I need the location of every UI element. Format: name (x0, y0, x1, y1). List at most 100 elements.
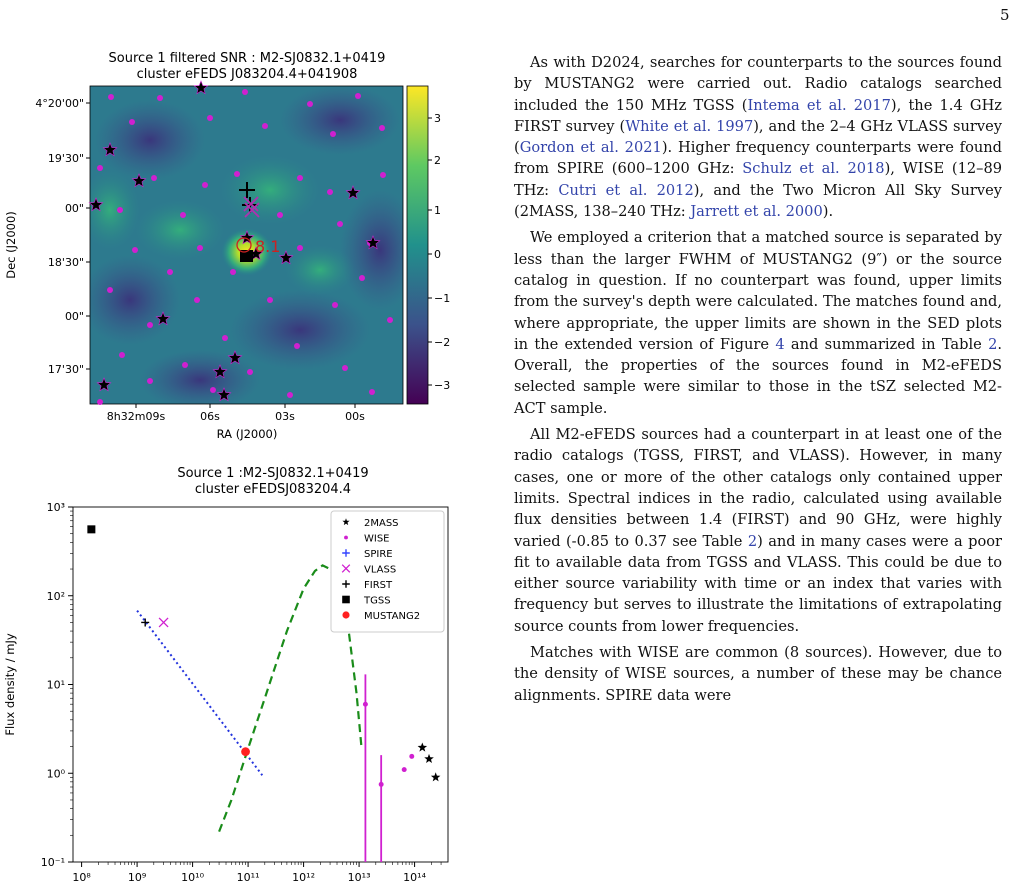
wise-source-marker (277, 212, 283, 218)
vlass-source-marker (244, 202, 260, 218)
2mass-source-marker (96, 377, 112, 392)
wise-source-marker (147, 378, 153, 384)
sed-y-tick-label: 10³ (47, 501, 65, 514)
legend-label: TGSS (363, 596, 391, 607)
2mass-source-marker (212, 364, 228, 379)
sed-x-tick-label: 10¹¹ (237, 871, 260, 884)
map-title-line1: Source 1 filtered SNR : M2-SJ0832.1+0419 (109, 51, 386, 66)
colorbar (406, 85, 429, 405)
vlass-source-marker (243, 196, 259, 212)
wise-source-marker (242, 89, 248, 95)
map-y-tick-label: 18'30" (48, 256, 84, 269)
citation-link[interactable]: Gordon et al. 2021 (519, 139, 662, 157)
wise-point (401, 767, 407, 773)
legend-marker (344, 535, 348, 540)
wise-source-marker (287, 392, 293, 398)
colorbar-tick-label: 1 (434, 204, 441, 217)
wise-source-marker (267, 297, 273, 303)
mustang2-point (241, 747, 250, 757)
legend-marker (342, 549, 350, 557)
wise-source-marker (132, 247, 138, 253)
source-label: 8.1 (255, 237, 280, 256)
wise-source-marker (234, 171, 240, 177)
legend-label: 2MASS (364, 518, 399, 529)
map-y-tick-label: 00" (65, 310, 84, 323)
wise-source-marker (379, 125, 385, 131)
wise-source-marker (151, 175, 157, 181)
wise-source-marker (210, 387, 216, 393)
sed-y-tick-label: 10² (47, 590, 65, 603)
sed-x-tick-label: 10¹² (292, 871, 315, 884)
2mass-source-marker (227, 350, 243, 365)
page-number: 5 (1000, 6, 1010, 24)
tgss-point (87, 525, 96, 534)
2mass-source-marker (131, 173, 147, 188)
sed-x-tick-label: 10¹⁴ (403, 871, 426, 884)
citation-link[interactable]: White et al. 1997 (625, 117, 754, 135)
sed-title-line1: Source 1 :M2-SJ0832.1+0419 (177, 466, 368, 481)
map-y-tick-label: 00" (65, 202, 84, 215)
colorbar-tick-label: −3 (434, 379, 450, 392)
wise-source-marker (297, 245, 303, 251)
wise-source-marker (197, 245, 203, 251)
citation-link[interactable]: Intema et al. 2017 (747, 96, 891, 114)
wise-source-marker (180, 212, 186, 218)
series-2mass (417, 742, 441, 782)
tgss-source-marker (240, 250, 253, 262)
wise-source-marker (369, 389, 375, 395)
figure-panel: Source 1 filtered SNR : M2-SJ0832.1+0419… (3, 51, 450, 884)
map-x-tick-label: 03s (275, 410, 295, 423)
sed-y-tick-label: 10⁰ (47, 767, 66, 780)
colorbar-tick-label: 3 (434, 112, 441, 125)
colorbar-tick-label: −1 (434, 292, 450, 305)
map-xlabel: RA (J2000) (217, 427, 278, 441)
sed-x-tick-label: 10⁹ (128, 871, 146, 884)
map-x-tick-label: 06s (200, 410, 220, 423)
sed-legend: 2MASS WISE SPIRE VLASS FIRST TGSS MUSTANG2 (330, 510, 445, 633)
2mass-source-marker (193, 80, 209, 95)
wise-source-marker (97, 165, 103, 171)
paragraph-1: As with D2024, searches for counterparts… (514, 54, 1003, 221)
legend-label: SPIRE (364, 549, 393, 560)
citation-link[interactable]: Jarrett et al. 2000 (690, 203, 823, 221)
wise-source-marker (194, 297, 200, 303)
sed-ylabel: Flux density / mJy (3, 633, 17, 736)
wise-source-marker (307, 101, 313, 107)
legend-label: MUSTANG2 (364, 611, 420, 622)
wise-source-marker (119, 352, 125, 358)
wise-source-marker (207, 115, 213, 121)
sed-x-tick-label: 10⁸ (72, 871, 91, 884)
wise-source-marker (355, 93, 361, 99)
2mass-source-marker (155, 311, 171, 326)
map-x-ticks: 8h32m09s 06s 03s 00s (107, 404, 365, 423)
wise-source-marker (147, 322, 153, 328)
2mass-source-marker (216, 387, 232, 402)
2mass-point (424, 753, 434, 763)
wise-point (362, 701, 368, 707)
wise-source-marker (380, 172, 386, 178)
dust-model-curve (218, 564, 363, 832)
map-y-tick-label: 17'30" (48, 363, 84, 376)
sed-chart: 10⁸ 10⁹ 10¹⁰ 10¹¹ 10¹² 10¹³ 10¹⁴ 10³ 10² 10¹ 10⁰ 10… (3, 501, 449, 884)
colorbar-tick-label: −2 (434, 336, 450, 349)
citation-link[interactable]: Cutri et al. 2012 (558, 181, 694, 199)
paragraph-3: All M2-eFEDS sources had a counterpart i… (514, 426, 1002, 635)
2mass-point (430, 772, 441, 782)
map-title-line2: cluster eFEDS J083204.4+041908 (137, 67, 358, 82)
figure-ref-link[interactable]: 4 (775, 335, 785, 353)
2mass-source-marker (102, 142, 118, 157)
series-first (141, 618, 150, 627)
wise-source-marker (222, 335, 228, 341)
legend-marker (342, 518, 350, 526)
table-ref-link[interactable]: 2 (988, 335, 998, 353)
wise-source-marker (182, 362, 188, 368)
sed-title-line2: cluster eFEDSJ083204.4 (195, 482, 351, 497)
first-source-marker (239, 182, 255, 198)
table-ref-link[interactable]: 2 (747, 532, 758, 550)
sed-x-tick-label: 10¹⁰ (181, 871, 204, 884)
map-x-tick-label: 00s (345, 410, 365, 423)
paragraph-4: Matches with WISE are common (8 sources)… (514, 644, 1002, 704)
citation-link[interactable]: Schulz et al. 2018 (742, 160, 885, 178)
vlass-point (158, 617, 169, 628)
wise-source-marker (337, 221, 343, 227)
